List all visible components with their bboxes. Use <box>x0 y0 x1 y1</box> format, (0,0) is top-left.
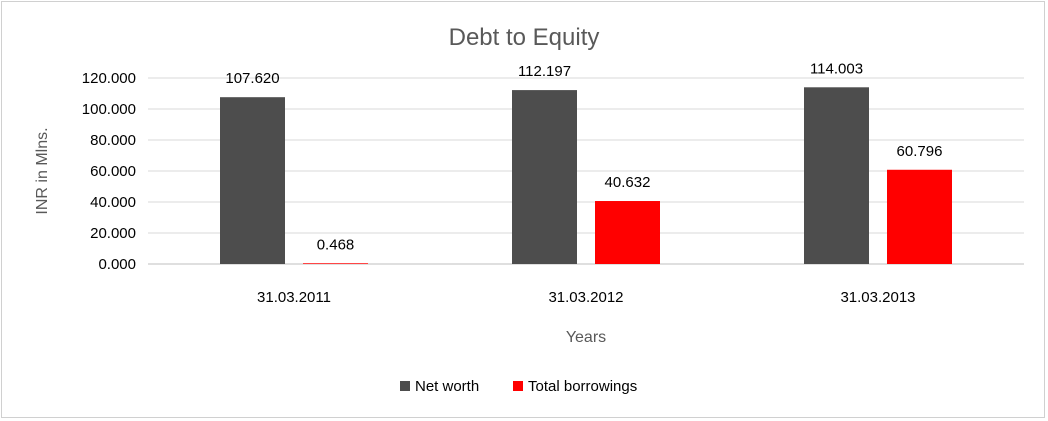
data-label: 60.796 <box>897 143 943 160</box>
bar-net-worth <box>512 90 577 264</box>
legend-swatch <box>400 381 410 391</box>
data-label: 0.468 <box>317 236 355 253</box>
y-tick-label: 100.000 <box>82 101 136 118</box>
bar-net-worth <box>220 97 285 265</box>
grid-lines <box>148 77 1024 265</box>
x-axis-label: Years <box>566 329 606 346</box>
x-tick-label: 31.03.2013 <box>840 289 915 306</box>
data-label: 40.632 <box>605 174 651 191</box>
y-tick-label: 40.000 <box>90 194 136 211</box>
x-tick-label: 31.03.2012 <box>548 289 623 306</box>
bar-total-borrowings <box>887 169 952 264</box>
legend-swatch <box>513 381 523 391</box>
x-tick-label: 31.03.2011 <box>257 289 331 306</box>
data-labels: 107.620 0.468 112.197 40.632 114.003 60.796 <box>225 60 942 253</box>
y-tick-label: 120.000 <box>82 70 136 87</box>
y-tick-label: 60.000 <box>90 163 136 180</box>
bars <box>220 87 952 265</box>
y-tick-label: 0.000 <box>98 256 136 273</box>
bar-total-borrowings <box>595 201 660 264</box>
y-tick-label: 80.000 <box>90 132 136 149</box>
y-axis-label: INR in Mlns. <box>34 127 51 214</box>
legend-label: Total borrowings <box>528 378 637 395</box>
legend-label: Net worth <box>415 378 479 395</box>
legend: Net worth Total borrowings <box>400 378 637 395</box>
bar-total-borrowings <box>303 263 368 264</box>
x-axis-ticks: 31.03.2011 31.03.2012 31.03.2013 <box>257 289 916 306</box>
data-label: 114.003 <box>810 60 863 77</box>
data-label: 112.197 <box>518 63 571 80</box>
data-label: 107.620 <box>225 70 279 87</box>
y-tick-label: 20.000 <box>90 225 136 242</box>
bar-net-worth <box>804 87 869 264</box>
y-axis-ticks: 0.000 20.000 40.000 60.000 80.000 100.000 120.… <box>82 70 136 273</box>
chart-title: Debt to Equity <box>449 24 600 51</box>
